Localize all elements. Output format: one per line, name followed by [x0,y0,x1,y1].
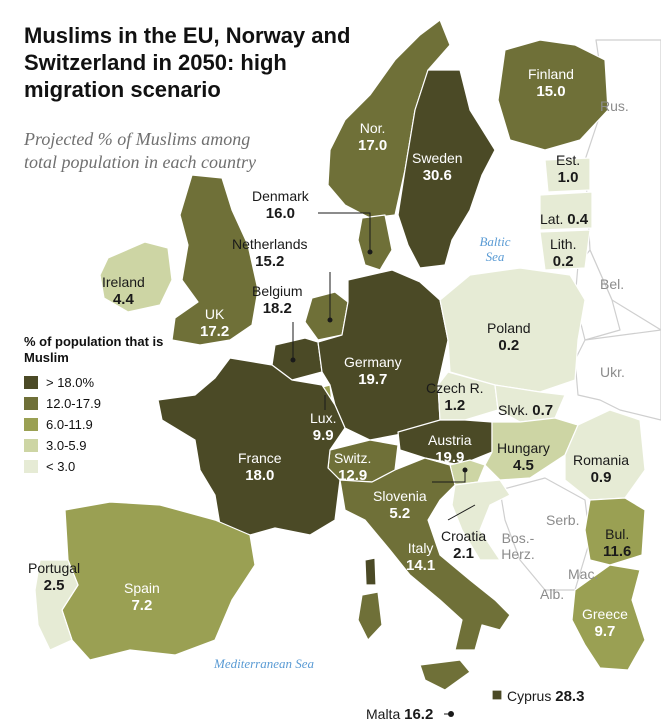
lithuania-shape [539,229,591,271]
sicily-shape [419,659,471,691]
label-bosnia: Bos.-Herz. [501,530,535,562]
label-slovenia: Slovenia 5.2 [373,488,427,522]
label-sweden: Sweden 30.6 [412,150,463,184]
legend-item: < 3.0 [24,456,164,477]
label-bulgaria: Bul. 11.6 [603,526,632,560]
legend-label: 12.0-17.9 [46,396,101,411]
label-norway: Nor. 17.0 [358,120,388,154]
label-serbia: Serb. [546,512,580,528]
malta-marker [448,711,454,717]
sweden-shape [397,69,496,269]
bulgaria-shape [584,497,646,566]
label-denmark: Denmark 16.0 [252,188,309,222]
greece-shape [571,564,646,671]
label-czech: Czech R. 1.2 [426,380,484,414]
legend-label: > 18.0% [46,375,95,390]
label-luxembourg: Lux. 9.9 [310,410,337,444]
label-finland: Finland 15.0 [528,66,574,100]
croatia-shape [451,479,511,561]
croatia-leader [447,504,476,521]
latvia-shape [539,191,593,231]
legend-swatch [24,439,38,452]
poland-shape [439,267,586,393]
label-mediterranean-sea: Mediterranean Sea [214,656,315,671]
denmark-leader [318,212,371,252]
ireland-shape [99,241,173,313]
label-macedonia: Mac. [568,566,599,582]
legend-swatch [24,460,38,473]
label-lithuania: Lith. 0.2 [550,236,577,270]
legend-label: 3.0-5.9 [46,438,87,453]
label-ireland: Ireland 4.4 [102,274,145,308]
legend-label: 6.0-11.9 [46,417,93,432]
slovenia-leader [432,470,466,483]
label-germany: Germany 19.7 [344,354,402,388]
italy-shape [339,457,511,651]
label-albania: Alb. [540,586,565,602]
label-spain: Spain 7.2 [124,580,160,614]
denmark-shape [357,214,393,271]
label-croatia: Croatia 2.1 [441,528,487,562]
legend-label: < 3.0 [46,459,76,474]
legend: % of population that is Muslim > 18.0% 1… [24,334,164,477]
legend-title: % of population that is Muslim [24,334,164,365]
label-cyprus: Cyprus 28.3 [507,688,585,705]
label-netherlands: Netherlands 15.2 [232,236,308,270]
legend-item: 6.0-11.9 [24,414,164,435]
label-uk: UK 17.2 [200,306,230,340]
cyprus-marker [491,689,503,701]
legend-swatch [24,376,38,389]
label-belarus: Bel. [600,276,625,292]
label-poland: Poland 0.2 [487,320,531,354]
label-romania: Romania 0.9 [573,452,630,486]
legend-item: 12.0-17.9 [24,393,164,414]
portugal-shape [34,559,79,651]
label-greece: Greece 9.7 [582,606,628,640]
label-estonia: Est. 1.0 [556,152,581,186]
hungary-shape [484,417,579,481]
uk-shape [171,174,259,346]
label-hungary: Hungary 4.5 [497,440,550,474]
sardinia-shape [357,591,383,641]
netherlands-shape [304,291,349,341]
label-belgium: Belgium 18.2 [252,283,303,317]
label-portugal: Portugal 2.5 [28,560,81,594]
map-title: Muslims in the EU, Norway and Switzerlan… [24,23,351,102]
label-ukraine: Ukr. [600,364,625,380]
label-baltic-sea: Baltic Sea [479,234,511,264]
france-shape [157,357,346,536]
label-france: France 18.0 [238,450,282,484]
legend-swatch [24,397,38,410]
finland-shape [497,39,609,151]
legend-swatch [24,418,38,431]
legend-item: 3.0-5.9 [24,435,164,456]
estonia-shape [544,157,591,193]
label-slovakia: Slvk. 0.7 [498,402,554,419]
corsica-shape [364,557,377,586]
label-switzerland: Switz. 12.9 [334,450,372,484]
label-russia: Rus. [600,98,629,114]
label-austria: Austria 19.9 [428,432,472,466]
legend-item: > 18.0% [24,372,164,393]
label-latvia: Lat. 0.4 [540,211,589,228]
map-subtitle: Projected % of Muslims among total popul… [24,129,256,172]
label-malta: Malta 16.2 [366,706,434,723]
label-italy: Italy 14.1 [406,540,436,574]
